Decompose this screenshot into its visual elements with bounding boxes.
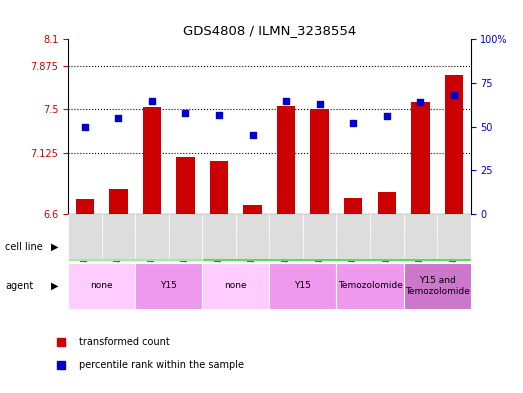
Bar xyxy=(135,263,202,309)
Bar xyxy=(202,233,471,261)
Bar xyxy=(437,214,471,259)
Text: ▶: ▶ xyxy=(51,242,59,252)
Text: ▶: ▶ xyxy=(51,281,59,291)
Point xyxy=(147,97,156,104)
Point xyxy=(282,97,290,104)
Text: Y15: Y15 xyxy=(294,281,311,290)
Bar xyxy=(370,214,404,259)
Point xyxy=(315,101,324,107)
Bar xyxy=(176,157,195,214)
Point xyxy=(81,123,89,130)
Text: none: none xyxy=(224,281,247,290)
Text: percentile rank within the sample: percentile rank within the sample xyxy=(79,360,244,371)
Bar xyxy=(311,109,329,214)
Point xyxy=(181,110,190,116)
Bar xyxy=(75,199,94,214)
Text: Y15: Y15 xyxy=(160,281,177,290)
Bar xyxy=(168,214,202,259)
Text: transformed count: transformed count xyxy=(79,337,170,347)
Bar xyxy=(143,107,161,214)
Bar xyxy=(210,161,228,214)
Bar xyxy=(68,214,101,259)
Point xyxy=(114,115,122,121)
Text: U87: U87 xyxy=(325,242,348,252)
Point xyxy=(349,120,357,127)
Bar xyxy=(277,106,295,214)
Bar xyxy=(336,263,404,309)
Bar xyxy=(202,214,236,259)
Point xyxy=(383,113,391,119)
Bar xyxy=(135,214,168,259)
Point xyxy=(416,99,425,105)
Bar xyxy=(68,263,135,309)
Bar xyxy=(445,75,463,214)
Bar xyxy=(404,263,471,309)
Text: Temozolomide: Temozolomide xyxy=(337,281,403,290)
Point xyxy=(248,132,257,139)
Bar xyxy=(303,214,336,259)
Bar xyxy=(411,102,429,214)
Bar xyxy=(344,198,362,214)
Bar xyxy=(202,263,269,309)
Text: Y15 and
Temozolomide: Y15 and Temozolomide xyxy=(405,276,470,296)
Bar xyxy=(404,214,437,259)
Title: GDS4808 / ILMN_3238554: GDS4808 / ILMN_3238554 xyxy=(183,24,356,37)
Point xyxy=(215,111,223,118)
Bar xyxy=(269,263,336,309)
Point xyxy=(450,92,458,98)
Text: none: none xyxy=(90,281,113,290)
Text: agent: agent xyxy=(5,281,33,291)
Bar xyxy=(269,214,303,259)
Text: cell line: cell line xyxy=(5,242,43,252)
Bar xyxy=(68,233,202,261)
Bar xyxy=(378,192,396,214)
Bar xyxy=(336,214,370,259)
Bar xyxy=(101,214,135,259)
Text: DBTRG: DBTRG xyxy=(116,242,155,252)
Bar xyxy=(236,214,269,259)
Bar xyxy=(243,205,262,214)
Bar xyxy=(109,189,128,214)
